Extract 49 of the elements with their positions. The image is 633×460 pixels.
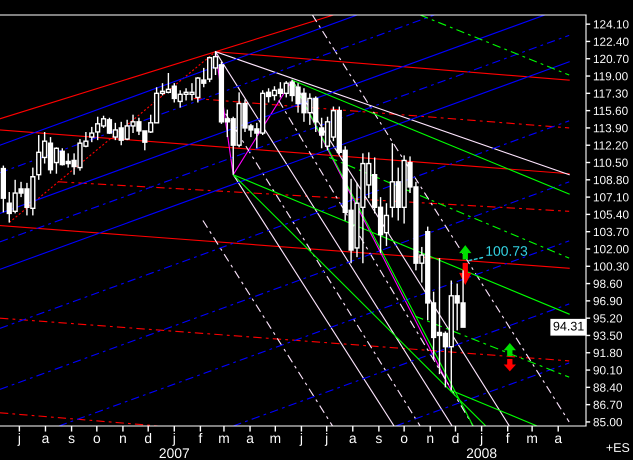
x-tick-label: j 2008: [466, 432, 496, 458]
y-tick-label: 95.20: [594, 314, 622, 323]
x-tick-label: j: [300, 432, 302, 446]
y-tick-label: 122.40: [594, 37, 629, 46]
annotation: 100.73: [486, 246, 528, 256]
y-tick-label: 88.40: [593, 383, 622, 392]
y-tick-label: 102.00: [594, 245, 629, 254]
annotation: 94.31: [554, 322, 584, 331]
y-tick-label: 124.10: [594, 20, 629, 29]
y-tick-label: 86.70: [593, 400, 622, 410]
y-tick-label: 117.30: [594, 89, 628, 98]
y-tick-label: 107.10: [594, 193, 629, 202]
y-tick-label: 91.80: [594, 348, 622, 358]
y-tick-label: 103.70: [594, 228, 629, 236]
x-tick-label: s: [376, 436, 382, 444]
x-tick-label: a: [246, 436, 254, 444]
x-tick-label: a: [42, 436, 50, 444]
y-tick-label: 93.50: [594, 331, 622, 340]
y-tick-label: 96.90: [594, 296, 622, 306]
y-tick-label: 119.00: [594, 72, 628, 80]
x-tick-label: j 2007: [160, 432, 190, 458]
x-tick-label: o: [94, 436, 100, 444]
x-tick-label: n: [427, 436, 434, 444]
x-tick-label: m: [270, 436, 280, 444]
x-tick-label: j: [324, 432, 328, 446]
x-tick-label: m: [527, 436, 537, 444]
y-tick-label: 100.30: [594, 262, 629, 271]
text: +ES: [606, 443, 630, 452]
x-tick-label: f: [198, 432, 202, 444]
x-tick-label: f: [506, 432, 510, 444]
x-tick-label: m: [219, 436, 229, 444]
y-tick-label: 105.40: [594, 210, 629, 219]
y-tick-label: 98.60: [594, 280, 622, 288]
x-tick-label: a: [554, 436, 562, 444]
x-tick-label: a: [350, 436, 357, 444]
y-tick-label: 120.70: [594, 54, 629, 64]
y-tick-label: 85.00: [593, 418, 622, 426]
x-tick-label: s: [68, 436, 75, 444]
x-tick-label: n: [120, 436, 126, 444]
y-tick-label: 108.80: [594, 176, 629, 184]
x-tick-label: d: [144, 432, 152, 444]
x-tick-label: j: [17, 432, 20, 446]
y-tick-label: 110.50: [594, 158, 628, 167]
y-tick-label: 115.60: [594, 106, 628, 116]
y-tick-label: 90.10: [594, 366, 622, 374]
x-tick-label: o: [400, 436, 408, 444]
y-tick-label: 113.90: [594, 124, 628, 132]
y-tick-label: 112.20: [594, 141, 628, 150]
x-tick-label: d: [452, 432, 458, 444]
